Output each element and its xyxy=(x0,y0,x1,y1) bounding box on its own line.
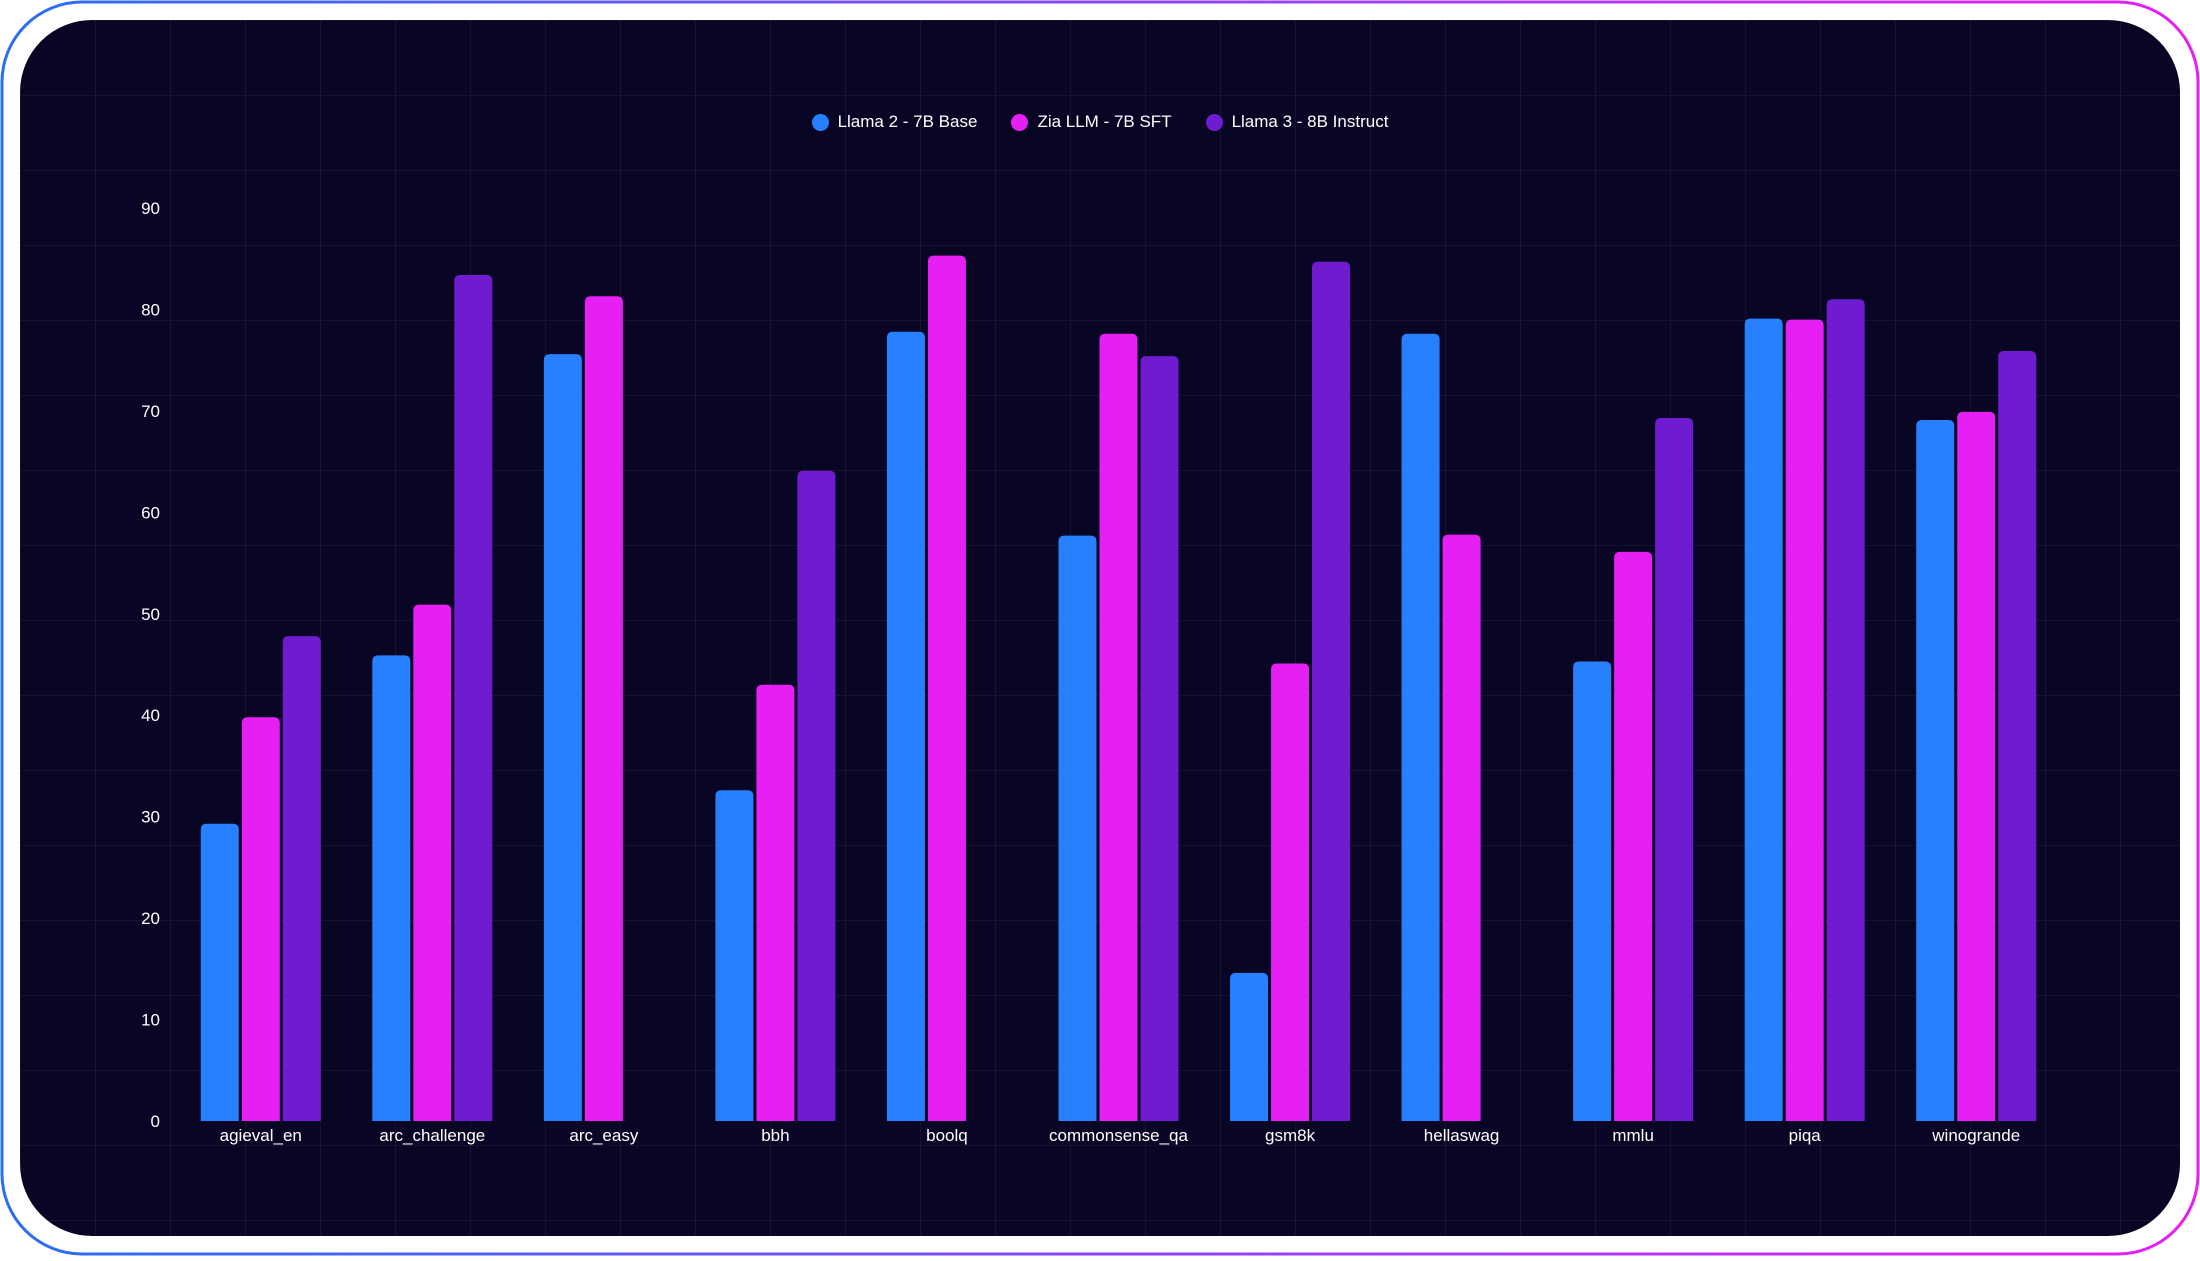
bar[interactable] xyxy=(1271,663,1310,1121)
legend-item[interactable]: Llama 3 - 8B Instruct xyxy=(1205,112,1389,132)
y-tick-label: 90 xyxy=(141,199,160,218)
legend-item[interactable]: Llama 2 - 7B Base xyxy=(811,112,978,132)
bar[interactable] xyxy=(1614,551,1653,1121)
legend-label: Llama 3 - 8B Instruct xyxy=(1231,112,1389,131)
legend-swatch xyxy=(811,113,829,131)
bar[interactable] xyxy=(1442,534,1481,1121)
legend-label: Llama 2 - 7B Base xyxy=(837,112,978,131)
y-tick-label: 40 xyxy=(141,706,160,725)
bar[interactable] xyxy=(1916,420,1955,1121)
y-tick-label: 0 xyxy=(151,1112,160,1131)
y-tick-label: 30 xyxy=(141,808,160,827)
bar[interactable] xyxy=(1785,319,1824,1122)
y-tick-label: 60 xyxy=(141,503,160,522)
bar[interactable] xyxy=(1957,411,1996,1121)
x-tick-label: boolq xyxy=(926,1126,968,1145)
bar[interactable] xyxy=(1140,356,1179,1121)
bar[interactable] xyxy=(1573,661,1612,1121)
bar[interactable] xyxy=(886,331,925,1121)
bar[interactable] xyxy=(1058,535,1097,1121)
bar[interactable] xyxy=(756,684,795,1121)
bar[interactable] xyxy=(282,636,321,1121)
bar[interactable] xyxy=(797,470,836,1122)
bar[interactable] xyxy=(1230,972,1269,1121)
y-tick-label: 80 xyxy=(141,300,160,319)
legend-item[interactable]: Zia LLM - 7B SFT xyxy=(1011,112,1172,132)
bar[interactable] xyxy=(372,655,411,1121)
y-tick-label: 70 xyxy=(141,402,160,421)
bar[interactable] xyxy=(927,255,966,1121)
y-tick-label: 20 xyxy=(141,909,160,928)
bar[interactable] xyxy=(1312,261,1351,1121)
bar[interactable] xyxy=(543,354,582,1122)
bar[interactable] xyxy=(413,604,452,1121)
legend-swatch xyxy=(1205,113,1223,131)
x-tick-label: mmlu xyxy=(1612,1126,1654,1145)
bar[interactable] xyxy=(200,823,239,1121)
bar[interactable] xyxy=(584,296,623,1121)
x-tick-label: bbh xyxy=(761,1126,789,1145)
x-tick-label: agieval_en xyxy=(220,1126,302,1145)
x-tick-label: gsm8k xyxy=(1265,1126,1316,1145)
x-tick-label: commonsense_qa xyxy=(1049,1126,1188,1145)
x-tick-label: winogrande xyxy=(1931,1126,2020,1145)
x-tick-label: hellaswag xyxy=(1424,1126,1500,1145)
bar[interactable] xyxy=(454,274,493,1121)
legend-label: Zia LLM - 7B SFT xyxy=(1037,112,1172,131)
legend-swatch xyxy=(1011,113,1029,131)
y-tick-label: 10 xyxy=(141,1011,160,1030)
bar[interactable] xyxy=(1826,299,1865,1121)
bar[interactable] xyxy=(1099,333,1138,1121)
bar[interactable] xyxy=(1655,417,1694,1121)
x-tick-label: piqa xyxy=(1789,1126,1822,1145)
bar[interactable] xyxy=(1744,318,1783,1121)
x-tick-label: arc_easy xyxy=(569,1126,638,1145)
chart-legend: Llama 2 - 7B Base Zia LLM - 7B SFT Llama 3… xyxy=(0,112,2200,132)
bar[interactable] xyxy=(1998,351,2037,1122)
y-tick-label: 50 xyxy=(141,605,160,624)
bar[interactable] xyxy=(241,717,280,1121)
bar[interactable] xyxy=(715,790,754,1121)
x-tick-label: arc_challenge xyxy=(379,1126,485,1145)
bar[interactable] xyxy=(1401,333,1440,1121)
